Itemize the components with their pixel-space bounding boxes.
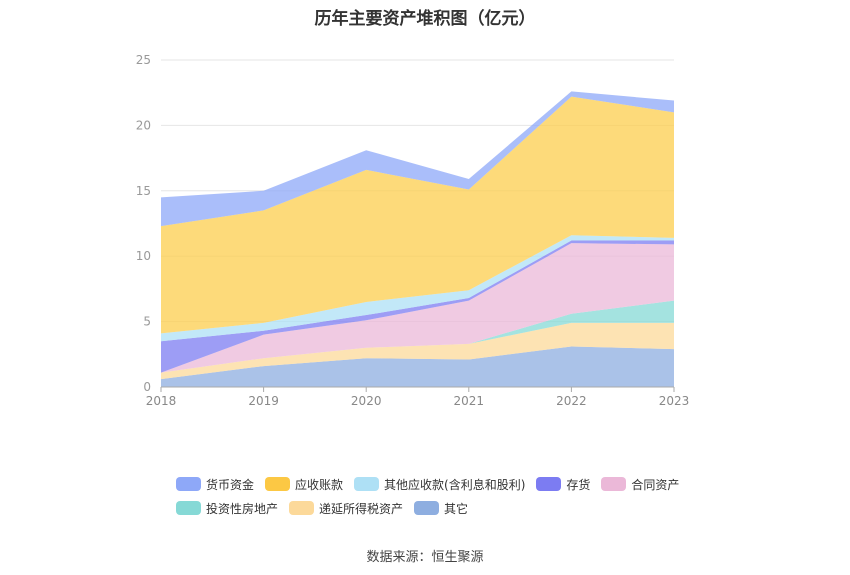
legend-item-deferred-tax[interactable]: 递延所得税资产: [289, 500, 403, 517]
x-tick-label: 2020: [351, 394, 382, 408]
legend-swatch: [176, 501, 201, 515]
legend-swatch: [176, 477, 201, 491]
legend-item-cash[interactable]: 货币资金: [176, 476, 254, 493]
legend-label: 其他应收款(含利息和股利): [384, 477, 526, 492]
legend-label: 存货: [566, 477, 591, 492]
area-series-1: [161, 322, 674, 380]
legend-swatch: [536, 477, 562, 491]
legend-swatch: [289, 501, 315, 515]
legend-swatch: [601, 477, 627, 491]
legend-label: 货币资金: [206, 477, 255, 492]
legend-row-1: 货币资金 应收账款 其他应收款(含利息和股利) 存货 合同资产: [176, 472, 696, 496]
y-tick-label: 20: [136, 118, 151, 132]
legend-swatch: [265, 477, 291, 491]
area-series-6: [161, 96, 674, 334]
legend-item-inventory[interactable]: 存货: [536, 476, 590, 493]
legend-swatch: [414, 501, 440, 515]
x-tick-label: 2019: [248, 394, 279, 408]
x-tick-label: 2021: [454, 394, 485, 408]
legend-item-other-receivables[interactable]: 其他应收款(含利息和股利): [354, 476, 525, 493]
legend-label: 递延所得税资产: [319, 501, 404, 516]
x-tick-label: 2018: [146, 394, 177, 408]
legend-row-2: 投资性房地产 递延所得税资产 其它: [176, 496, 696, 520]
legend-label: 应收账款: [295, 477, 344, 492]
area-series-3: [161, 243, 674, 373]
chart-legend: 货币资金 应收账款 其他应收款(含利息和股利) 存货 合同资产 投资性房地产 递…: [176, 472, 696, 520]
chart-title: 历年主要资产堆积图（亿元）: [314, 9, 536, 29]
x-tick-label: 2022: [556, 394, 587, 408]
area-series-7: [161, 91, 674, 227]
area-series-5: [161, 235, 674, 342]
y-tick-label: 5: [143, 315, 151, 329]
area-series-2: [161, 300, 674, 373]
legend-label: 投资性房地产: [206, 501, 279, 516]
legend-item-receivables[interactable]: 应收账款: [265, 476, 343, 493]
legend-swatch: [354, 477, 380, 491]
x-tick-label: 2023: [659, 394, 690, 408]
legend-label: 合同资产: [631, 477, 680, 492]
y-tick-label: 15: [136, 184, 151, 198]
y-tick-label: 10: [136, 249, 151, 263]
legend-item-other[interactable]: 其它: [414, 500, 468, 517]
legend-item-investment-property[interactable]: 投资性房地产: [176, 500, 278, 517]
y-tick-label: 25: [136, 53, 151, 67]
data-source-note: 数据来源：恒生聚源: [366, 550, 484, 565]
legend-label: 其它: [444, 501, 469, 516]
legend-item-contract-assets[interactable]: 合同资产: [601, 476, 679, 493]
y-tick-label: 0: [143, 380, 151, 394]
area-series-0: [161, 346, 674, 387]
